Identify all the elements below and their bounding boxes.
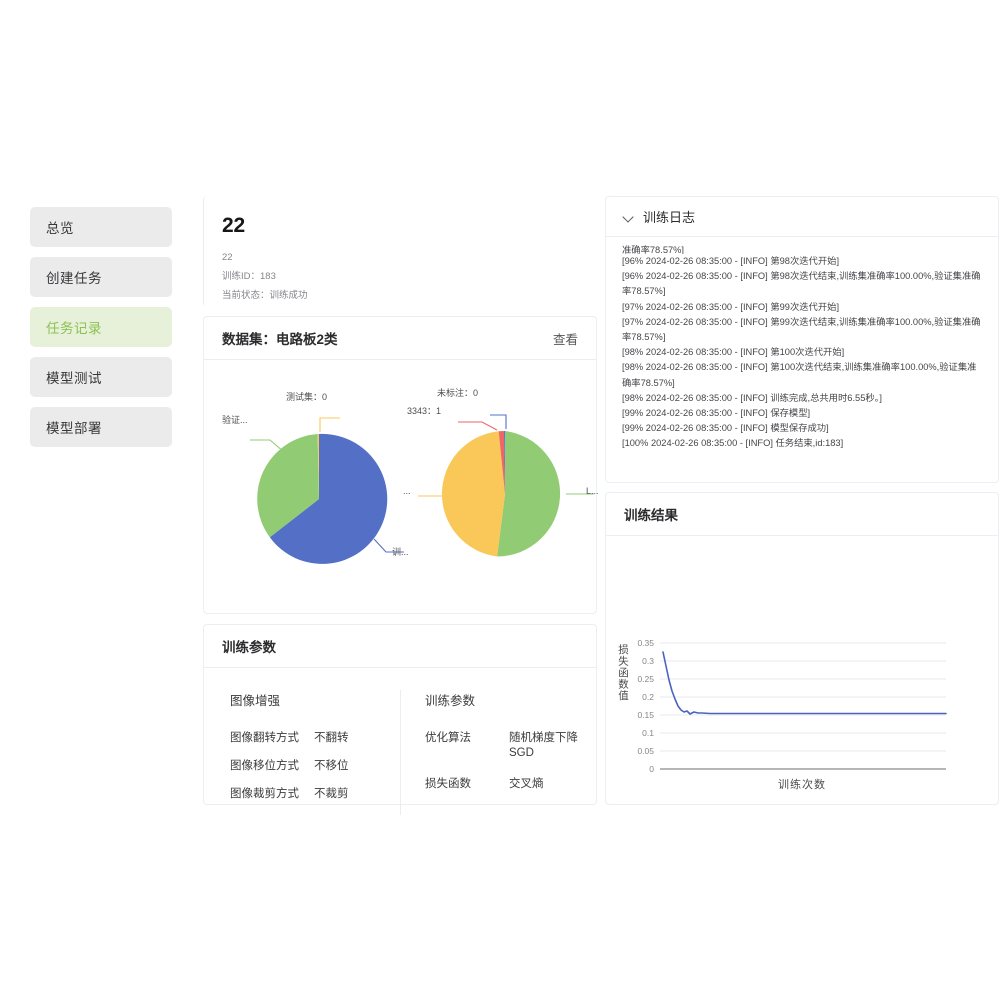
param-value: 不移位: [314, 760, 349, 772]
y-tick: 0.1: [642, 728, 654, 738]
pie-slice-label-l[interactable]: [497, 431, 561, 557]
sidebar-item-create-task[interactable]: 创建任务: [30, 257, 172, 297]
dataset-title: 数据集：电路板2类: [222, 332, 338, 347]
sidebar-item-overview[interactable]: 总览: [30, 207, 172, 247]
loss-curve[interactable]: [662, 651, 947, 715]
pie-slice-test[interactable]: [317, 433, 319, 499]
sidebar-item-label: 创建任务: [46, 271, 102, 286]
y-tick: 0.3: [642, 656, 654, 666]
sidebar-item-label: 任务记录: [46, 321, 102, 336]
log-line: [98% 2024-02-26 08:35:00 - [INFO] 第100次迭…: [622, 362, 977, 388]
training-result-card: 训练结果 损失函数值 0.35 0.3 0.25 0.2 0.15 0.1 0.…: [605, 492, 999, 805]
log-line: 准确率78.57%]: [622, 245, 685, 254]
sidebar-item-model-deploy[interactable]: 模型部署: [30, 407, 172, 447]
y-axis-label: 损失函数值: [617, 644, 629, 702]
pie-label-unlabeled: 未标注：0: [437, 388, 479, 398]
pie-slice-3343[interactable]: [498, 431, 505, 494]
pie-slice-other[interactable]: [441, 431, 505, 557]
pie-label-other: ...: [403, 486, 411, 496]
pie-leader-test: [319, 417, 340, 432]
training-log-card: 训练日志 准确率78.57%] [96% 2024-02-26 08:35:00…: [605, 196, 999, 483]
param-row: 损失函数 交叉熵: [425, 777, 596, 792]
param-value: 随机梯度下降 SGD: [509, 732, 578, 759]
sidebar-item-label: 模型测试: [46, 371, 102, 386]
param-value: 不翻转: [314, 732, 349, 744]
param-value: 不裁剪: [314, 788, 349, 800]
log-line: [97% 2024-02-26 08:35:00 - [INFO] 第99次迭代…: [622, 301, 840, 312]
pie-label-validation: 验证...: [222, 415, 248, 425]
dataset-card-header: 数据集：电路板2类 查看: [204, 317, 596, 360]
param-value: 交叉熵: [509, 778, 544, 790]
dataset-view-link[interactable]: 查看: [552, 332, 578, 347]
training-log-body[interactable]: 准确率78.57%] [96% 2024-02-26 08:35:00 - [I…: [606, 237, 998, 483]
task-name: 22: [222, 252, 233, 263]
dataset-card: 数据集：电路板2类 查看: [203, 316, 599, 614]
y-tick: 0.35: [637, 638, 654, 648]
param-key: 损失函数: [425, 778, 471, 790]
loss-chart-svg: [660, 642, 947, 770]
param-key: 图像裁剪方式: [230, 788, 299, 800]
training-result-header: 训练结果: [606, 493, 998, 536]
y-tick: 0.2: [642, 692, 654, 702]
sidebar-item-task-records[interactable]: 任务记录: [30, 307, 172, 347]
log-line: [96% 2024-02-26 08:35:00 - [INFO] 第98次迭代…: [622, 271, 981, 297]
param-key: 图像翻转方式: [230, 732, 299, 744]
pie-slice-unlabeled[interactable]: [504, 431, 505, 494]
y-tick: 0.05: [637, 746, 654, 756]
y-tick: 0.25: [637, 674, 654, 684]
training-params-title: 训练参数: [222, 640, 276, 655]
pie-leader-unlabeled: [490, 414, 507, 429]
pie-leader-train: [373, 538, 404, 553]
log-line: [98% 2024-02-26 08:35:00 - [INFO] 训练完成,总…: [622, 392, 882, 403]
log-line: [98% 2024-02-26 08:35:00 - [INFO] 第100次迭…: [622, 347, 845, 358]
training-params-header: 训练参数: [204, 625, 596, 668]
x-axis-label: 训练次数: [778, 779, 826, 791]
param-row: 图像翻转方式 不翻转: [230, 731, 400, 746]
training-log-header[interactable]: 训练日志: [606, 197, 998, 237]
pie-annotation-svg: [418, 414, 594, 557]
pie-leader-validation: [250, 439, 285, 453]
y-tick: 0.15: [637, 710, 654, 720]
sidebar: 总览 创建任务 任务记录 模型测试 模型部署: [0, 195, 202, 805]
param-key: 图像移位方式: [230, 760, 299, 772]
log-line: [100% 2024-02-26 08:35:00 - [INFO] 任务结束,…: [622, 438, 844, 449]
page-title: 22: [222, 214, 245, 237]
training-log-title: 训练日志: [643, 210, 696, 225]
sidebar-item-model-test[interactable]: 模型测试: [30, 357, 172, 397]
param-row: 优化算法 随机梯度下降 SGD: [425, 731, 596, 761]
dataset-pie-charts: 测试集：0 验证... 训...: [222, 374, 599, 614]
log-line: [99% 2024-02-26 08:35:00 - [INFO] 保存模型]: [622, 408, 811, 419]
pie-slice-train[interactable]: [269, 433, 388, 564]
sidebar-item-label: 总览: [46, 221, 74, 236]
chevron-down-icon[interactable]: [624, 212, 634, 222]
params-group-heading: 图像增强: [230, 694, 281, 708]
pie-leader-3343: [458, 421, 498, 431]
pie-slice-validation[interactable]: [257, 434, 319, 538]
training-result-title: 训练结果: [624, 508, 678, 523]
params-group-training: 训练参数 优化算法 随机梯度下降 SGD 损失函数 交叉熵: [400, 690, 596, 815]
pie-chart-annotation: 未标注：0 3343：1 ... L...: [403, 374, 600, 614]
params-group-augmentation: 图像增强 图像翻转方式 不翻转 图像移位方式 不移位 图像裁剪方式 不裁剪: [204, 690, 400, 815]
param-row: 图像裁剪方式 不裁剪: [230, 787, 400, 802]
status-badge: 当前状态：训练成功: [222, 290, 308, 301]
pie-label-label-l: L...: [586, 486, 599, 496]
log-line: [96% 2024-02-26 08:35:00 - [INFO] 第98次迭代…: [622, 256, 840, 266]
pie-split-svg: [250, 417, 404, 564]
param-row: 图像移位方式 不移位: [230, 759, 400, 774]
sidebar-item-label: 模型部署: [46, 421, 102, 436]
loss-line-chart: 损失函数值 0.35 0.3 0.25 0.2 0.15 0.1 0.05 0: [606, 536, 998, 804]
task-summary-card: 22 22 训练ID：183 当前状态：训练成功: [203, 196, 597, 306]
train-id: 训练ID：183: [222, 271, 276, 282]
pie-label-train: 训...: [392, 547, 409, 557]
param-key: 优化算法: [425, 732, 471, 744]
training-params-card: 训练参数 图像增强 图像翻转方式 不翻转 图像移位方式 不移位 图像裁剪方式 不…: [203, 624, 597, 815]
pie-label-3343: 3343：1: [407, 406, 442, 416]
pie-chart-dataset-split: 测试集：0 验证... 训...: [222, 374, 414, 614]
log-line: [99% 2024-02-26 08:35:00 - [INFO] 模型保存成功…: [622, 423, 829, 434]
pie-label-test: 测试集：0: [286, 392, 328, 402]
params-group-heading: 训练参数: [425, 694, 476, 708]
log-line: [97% 2024-02-26 08:35:00 - [INFO] 第99次迭代…: [622, 316, 981, 343]
y-tick: 0: [649, 764, 654, 774]
